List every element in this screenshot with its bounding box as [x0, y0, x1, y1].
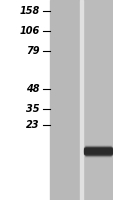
Bar	[82, 0, 113, 200]
Text: 35: 35	[26, 104, 40, 114]
Bar	[79, 0, 82, 200]
Text: 106: 106	[19, 26, 40, 36]
Text: 48: 48	[26, 84, 40, 94]
Bar	[50, 0, 79, 200]
Text: 79: 79	[26, 46, 40, 56]
Text: 158: 158	[19, 6, 40, 16]
Text: 23: 23	[26, 120, 40, 130]
